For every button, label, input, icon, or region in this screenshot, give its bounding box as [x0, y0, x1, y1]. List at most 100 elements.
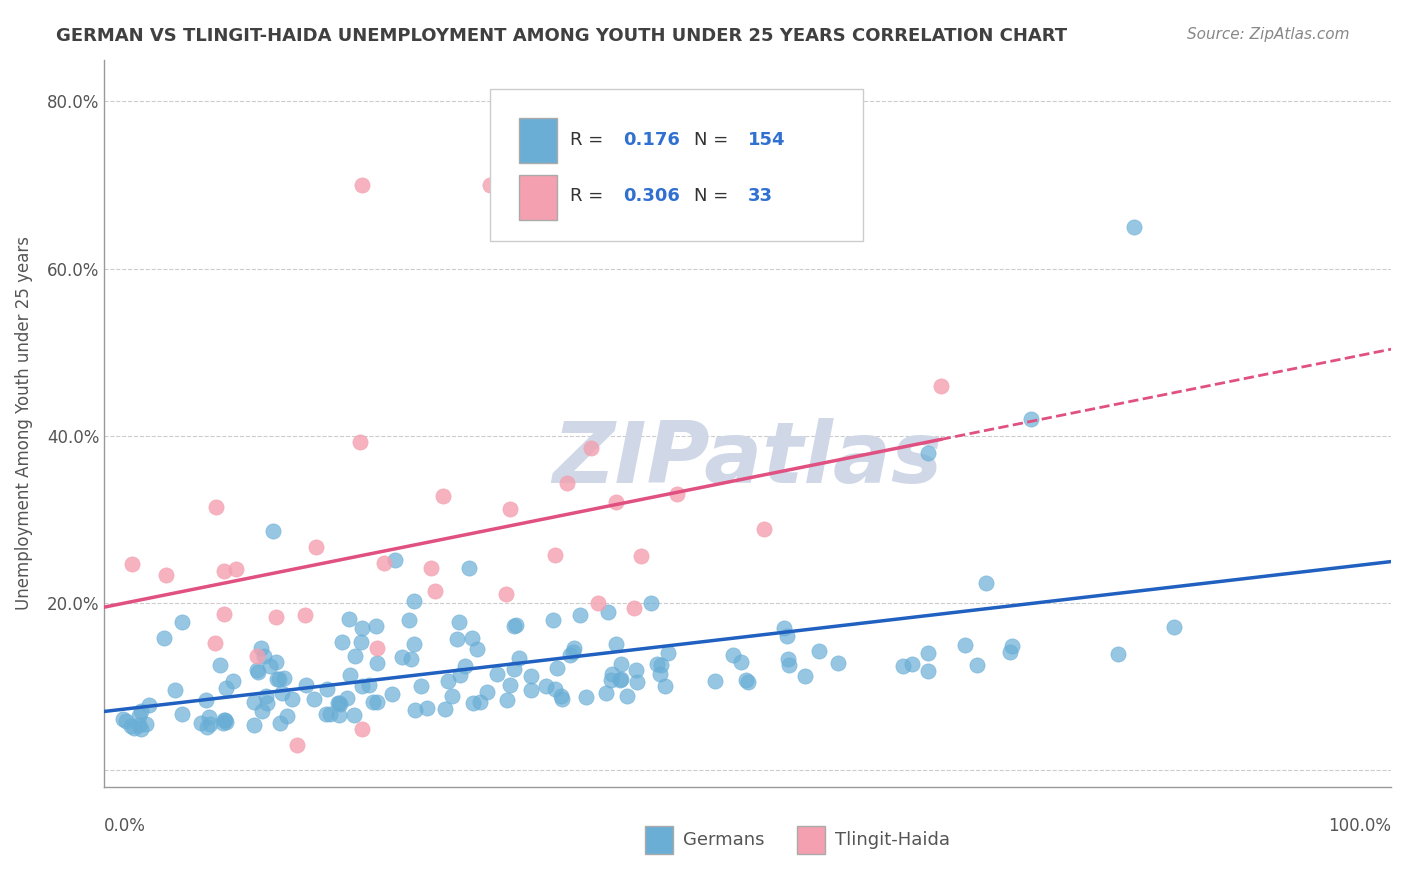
Point	[315, 707, 337, 722]
Point	[404, 637, 426, 651]
Point	[519, 682, 541, 697]
Point	[399, 652, 422, 666]
Point	[454, 659, 477, 673]
Bar	[519, 175, 557, 219]
Point	[467, 641, 489, 656]
Point	[337, 612, 360, 626]
Point	[461, 631, 484, 645]
Point	[468, 695, 491, 709]
Point	[214, 607, 236, 622]
Point	[344, 649, 367, 664]
Point	[328, 707, 350, 722]
Point	[616, 689, 638, 703]
Point	[419, 561, 441, 575]
Point	[794, 668, 817, 682]
Point	[138, 698, 160, 713]
Point	[381, 687, 404, 701]
Point	[609, 657, 631, 671]
Point	[808, 644, 831, 658]
Point	[534, 679, 557, 693]
Point	[1122, 219, 1144, 234]
Point	[205, 500, 228, 515]
Point	[610, 672, 633, 686]
Point	[129, 722, 152, 736]
Point	[776, 652, 799, 666]
Point	[120, 719, 142, 733]
Point	[704, 673, 727, 688]
Point	[319, 706, 342, 721]
Text: 33: 33	[748, 187, 773, 205]
Point	[778, 658, 800, 673]
Point	[551, 692, 574, 706]
Point	[204, 636, 226, 650]
Point	[214, 713, 236, 727]
Point	[461, 696, 484, 710]
Point	[752, 522, 775, 536]
Point	[411, 679, 433, 693]
Point	[194, 693, 217, 707]
Point	[586, 595, 609, 609]
Point	[254, 689, 277, 703]
Point	[336, 690, 359, 705]
Y-axis label: Unemployment Among Youth under 25 years: Unemployment Among Youth under 25 years	[15, 236, 32, 610]
Point	[111, 712, 134, 726]
Text: N =: N =	[693, 187, 734, 205]
Point	[543, 613, 565, 627]
Text: 0.176: 0.176	[623, 130, 679, 149]
Point	[623, 601, 645, 615]
Text: 0.0%: 0.0%	[104, 817, 146, 835]
Point	[666, 486, 689, 500]
Point	[568, 608, 591, 623]
Point	[966, 657, 988, 672]
Point	[114, 714, 136, 728]
Point	[316, 682, 339, 697]
Point	[350, 635, 373, 649]
Point	[212, 715, 235, 730]
Text: R =: R =	[569, 130, 609, 149]
Text: Source: ZipAtlas.com: Source: ZipAtlas.com	[1187, 27, 1350, 42]
Point	[581, 441, 603, 455]
Point	[366, 641, 388, 656]
Point	[195, 720, 218, 734]
Point	[917, 445, 939, 459]
Point	[373, 556, 395, 570]
Point	[440, 690, 463, 704]
Point	[499, 501, 522, 516]
Point	[1019, 412, 1042, 426]
Text: 0.306: 0.306	[623, 187, 679, 205]
Point	[285, 739, 308, 753]
Point	[128, 709, 150, 723]
Point	[328, 697, 350, 711]
Point	[449, 615, 471, 630]
Point	[457, 561, 479, 575]
Point	[349, 435, 371, 450]
Point	[294, 608, 316, 623]
Point	[259, 659, 281, 673]
Point	[198, 717, 221, 731]
Point	[562, 645, 585, 659]
Point	[479, 178, 502, 192]
Point	[276, 709, 298, 723]
Point	[266, 672, 288, 686]
Point	[654, 679, 676, 693]
Point	[650, 666, 672, 681]
Point	[267, 672, 290, 686]
Point	[404, 703, 426, 717]
Point	[398, 613, 420, 627]
Point	[129, 704, 152, 718]
Point	[262, 524, 284, 538]
FancyBboxPatch shape	[491, 88, 863, 242]
Bar	[797, 827, 825, 855]
Point	[432, 489, 454, 503]
Point	[135, 717, 157, 731]
Point	[246, 663, 269, 677]
Point	[543, 682, 565, 697]
Text: N =: N =	[693, 130, 734, 149]
Point	[172, 706, 194, 721]
Point	[253, 649, 276, 664]
Point	[273, 671, 295, 685]
Point	[505, 618, 527, 632]
Point	[737, 674, 759, 689]
Point	[998, 645, 1021, 659]
Point	[595, 686, 617, 700]
